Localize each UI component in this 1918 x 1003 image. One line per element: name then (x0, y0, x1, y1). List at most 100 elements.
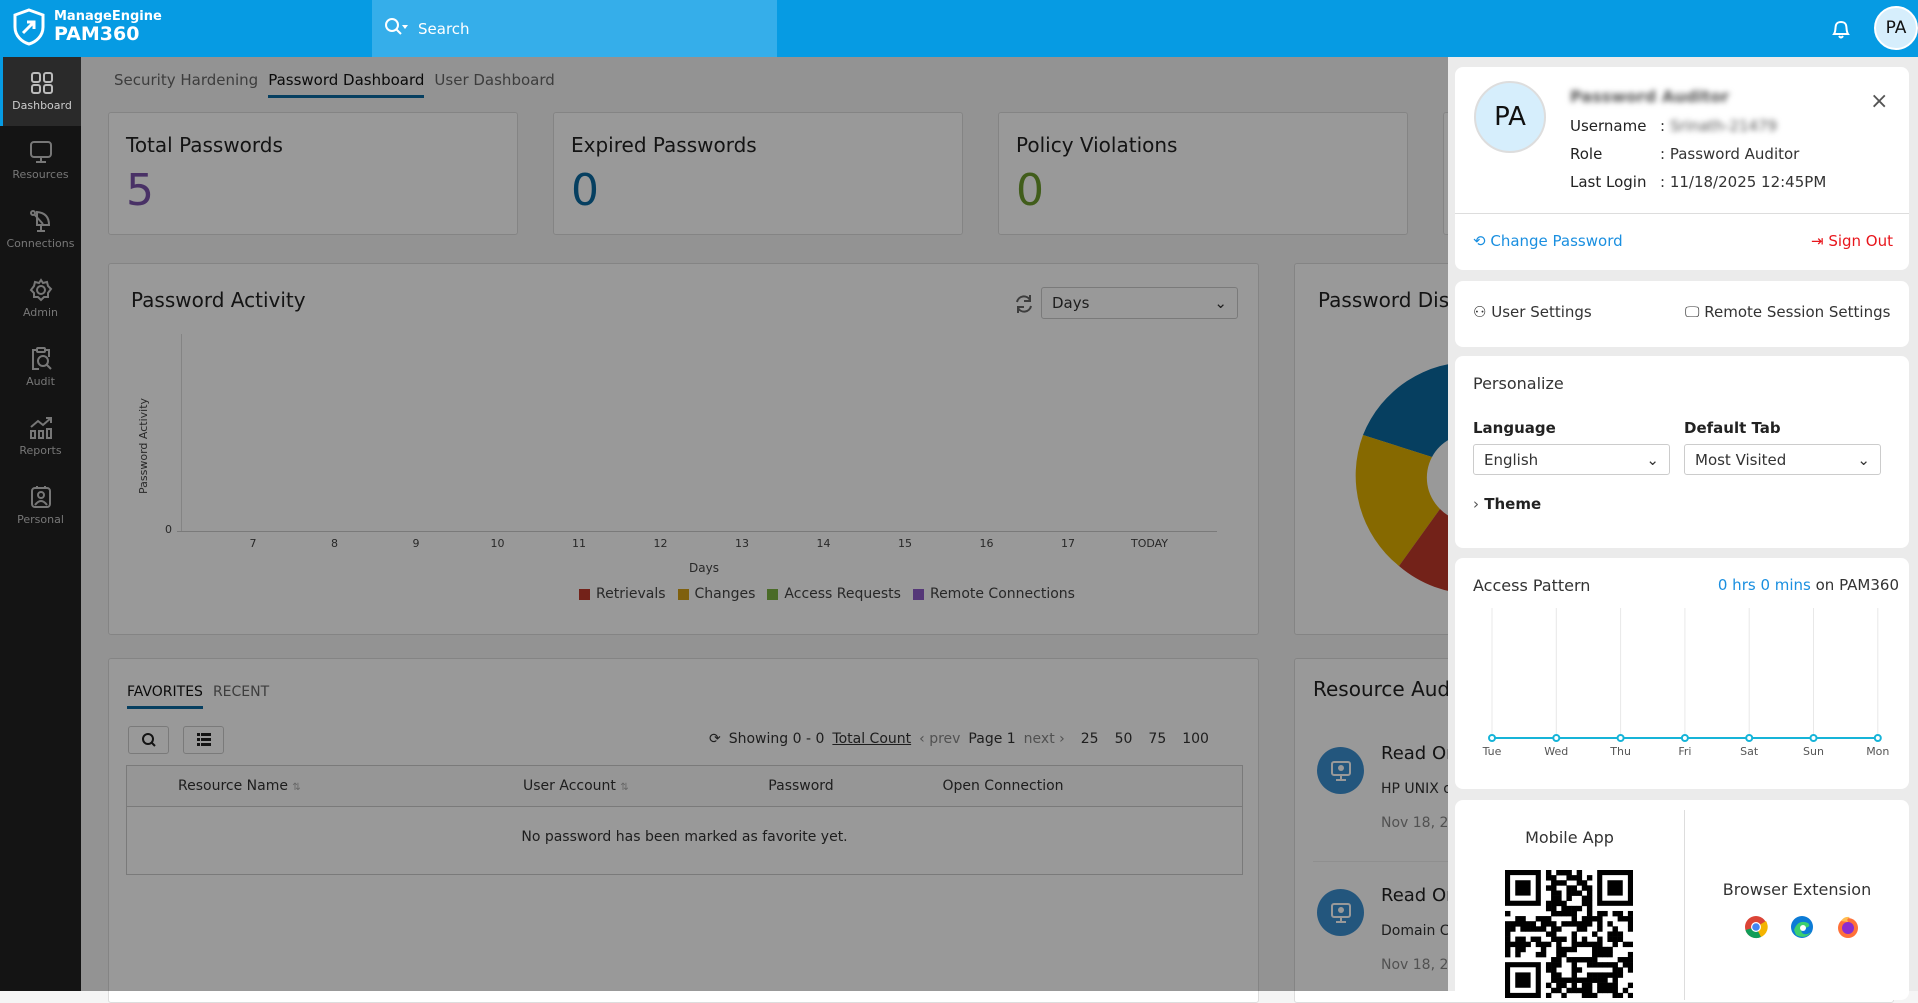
x-tick: 11 (572, 537, 586, 550)
table-header: Resource Name ⇅ User Account ⇅ Password … (127, 766, 1242, 807)
sidebar-item-connections[interactable]: Connections (0, 195, 81, 264)
language-label: Language (1473, 419, 1556, 437)
profile-name: Password Auditor (1570, 87, 1730, 106)
settings-card: ⚇ User Settings 🖵 Remote Session Setting… (1455, 281, 1909, 347)
stat-value: 5 (126, 165, 154, 216)
access-point (1552, 734, 1561, 742)
pagination: ⟳ Showing 0 - 0 Total Count ‹ prev Page … (709, 731, 1209, 747)
refresh-icon[interactable]: ⟳ (709, 731, 721, 747)
next-button[interactable]: next › (1023, 731, 1065, 747)
stat-title: Expired Passwords (571, 133, 757, 157)
tab-security-hardening[interactable]: Security Hardening (114, 71, 259, 89)
access-point (1680, 734, 1689, 742)
user-settings-link[interactable]: ⚇ User Settings (1473, 303, 1592, 321)
tab-recent[interactable]: RECENT (212, 684, 270, 700)
refresh-icon[interactable] (1013, 293, 1035, 315)
tab-user-dashboard[interactable]: User Dashboard (434, 71, 555, 89)
sign-out-button[interactable]: ⇥ Sign Out (1811, 232, 1893, 250)
page-size-100[interactable]: 100 (1182, 731, 1209, 747)
close-icon[interactable]: × (1870, 89, 1889, 114)
sort-icon: ⇅ (620, 782, 629, 793)
divider (1684, 810, 1685, 1000)
change-password-link[interactable]: ⟲ Change Password (1473, 232, 1623, 250)
search-button[interactable] (128, 726, 169, 754)
dashboard-icon (31, 72, 53, 94)
sidebar-item-admin[interactable]: Admin (0, 264, 81, 333)
search-icon[interactable] (384, 17, 408, 41)
next-label: next (1023, 731, 1055, 747)
access-point (1809, 734, 1818, 742)
total-count-link[interactable]: Total Count (832, 731, 912, 747)
tab-favorites[interactable]: FAVORITES (127, 684, 203, 709)
legend-label: Changes (694, 586, 756, 602)
access-time: 0 hrs 0 mins on PAM360 (1718, 576, 1899, 594)
page-size-50[interactable]: 50 (1114, 731, 1133, 747)
language-select[interactable]: English ⌄ (1473, 444, 1670, 475)
audit-sub: Domain Co (1381, 923, 1459, 939)
prev-label: prev (929, 731, 961, 747)
expired-passwords-card[interactable]: Expired Passwords 0 (553, 112, 963, 235)
sidebar-item-audit[interactable]: Audit (0, 333, 81, 402)
card-title: Resource Audi (1313, 677, 1456, 701)
sidebar-item-resources[interactable]: Resources (0, 126, 81, 195)
default-tab-select[interactable]: Most Visited ⌄ (1684, 444, 1881, 475)
list-icon (196, 733, 211, 746)
role-value: : Password Auditor (1660, 145, 1800, 163)
range-value: Days (1052, 294, 1090, 312)
shield-logo-icon (13, 8, 45, 46)
sidebar-item-reports[interactable]: Reports (0, 402, 81, 471)
column-chooser-button[interactable] (183, 726, 224, 754)
policy-violations-card[interactable]: Policy Violations 0 (998, 112, 1408, 235)
gear-icon (29, 278, 52, 302)
user-avatar-button[interactable]: PA (1874, 6, 1918, 50)
sidebar-label: Connections (6, 237, 75, 250)
chrome-icon[interactable] (1744, 915, 1768, 939)
access-time-value: 0 hrs 0 mins (1717, 576, 1811, 594)
column-label: User Account (523, 778, 616, 794)
sidebar-label: Audit (26, 375, 55, 388)
sidebar-item-personal[interactable]: Personal (0, 471, 81, 540)
x-tick: 16 (979, 537, 994, 550)
user-settings-icon: ⚇ (1473, 303, 1487, 321)
apps-card: Mobile App Browser Extension (1455, 800, 1909, 1000)
logo[interactable]: ManageEngine PAM360 (12, 8, 162, 46)
column-resource-name[interactable]: Resource Name ⇅ (178, 778, 301, 794)
day-label: Sat (1740, 745, 1759, 758)
legend-access-requests[interactable]: Access Requests (767, 586, 901, 602)
edge-icon[interactable] (1790, 915, 1814, 939)
total-passwords-card[interactable]: Total Passwords 5 (108, 112, 518, 235)
legend-retrievals[interactable]: Retrievals (579, 586, 666, 602)
remote-session-settings-link[interactable]: 🖵 Remote Session Settings (1685, 303, 1890, 321)
theme-toggle[interactable]: › Theme (1473, 495, 1541, 513)
firefox-icon[interactable] (1836, 915, 1860, 939)
audit-title: Read Or (1381, 885, 1454, 906)
browser-extension-title: Browser Extension (1722, 880, 1872, 899)
legend-changes[interactable]: Changes (677, 586, 756, 602)
page-size-25[interactable]: 25 (1080, 731, 1099, 747)
tab-password-dashboard[interactable]: Password Dashboard (268, 71, 425, 98)
legend-remote-connections[interactable]: Remote Connections (912, 586, 1075, 602)
search-input[interactable]: Search (372, 0, 777, 57)
sidebar-label: Admin (22, 306, 59, 319)
x-tick: 14 (816, 537, 831, 550)
page-size-75[interactable]: 75 (1148, 731, 1167, 747)
access-pattern-chart (1488, 608, 1882, 742)
audit-title: Read Or (1381, 743, 1454, 764)
range-select[interactable]: Days ⌄ (1041, 287, 1238, 319)
legend-label: Remote Connections (929, 586, 1075, 602)
bell-icon[interactable] (1830, 16, 1852, 44)
mobile-app-title: Mobile App (1525, 828, 1614, 847)
donut-slice-blue (1363, 361, 1475, 457)
sign-out-icon: ⇥ (1810, 232, 1824, 250)
theme-label: Theme (1484, 495, 1542, 513)
resource-icon (1317, 747, 1364, 794)
divider (1455, 213, 1909, 214)
last-login-label: Last Login (1570, 173, 1647, 191)
sidebar-item-dashboard[interactable]: Dashboard (0, 57, 81, 126)
column-user-account[interactable]: User Account ⇅ (523, 778, 629, 794)
prev-button[interactable]: ‹ prev (919, 731, 961, 747)
stat-value: 0 (571, 165, 599, 216)
favorites-tabs: FAVORITES RECENT (127, 681, 279, 709)
x-tick: 10 (490, 537, 505, 550)
stat-value: 0 (1016, 165, 1044, 216)
